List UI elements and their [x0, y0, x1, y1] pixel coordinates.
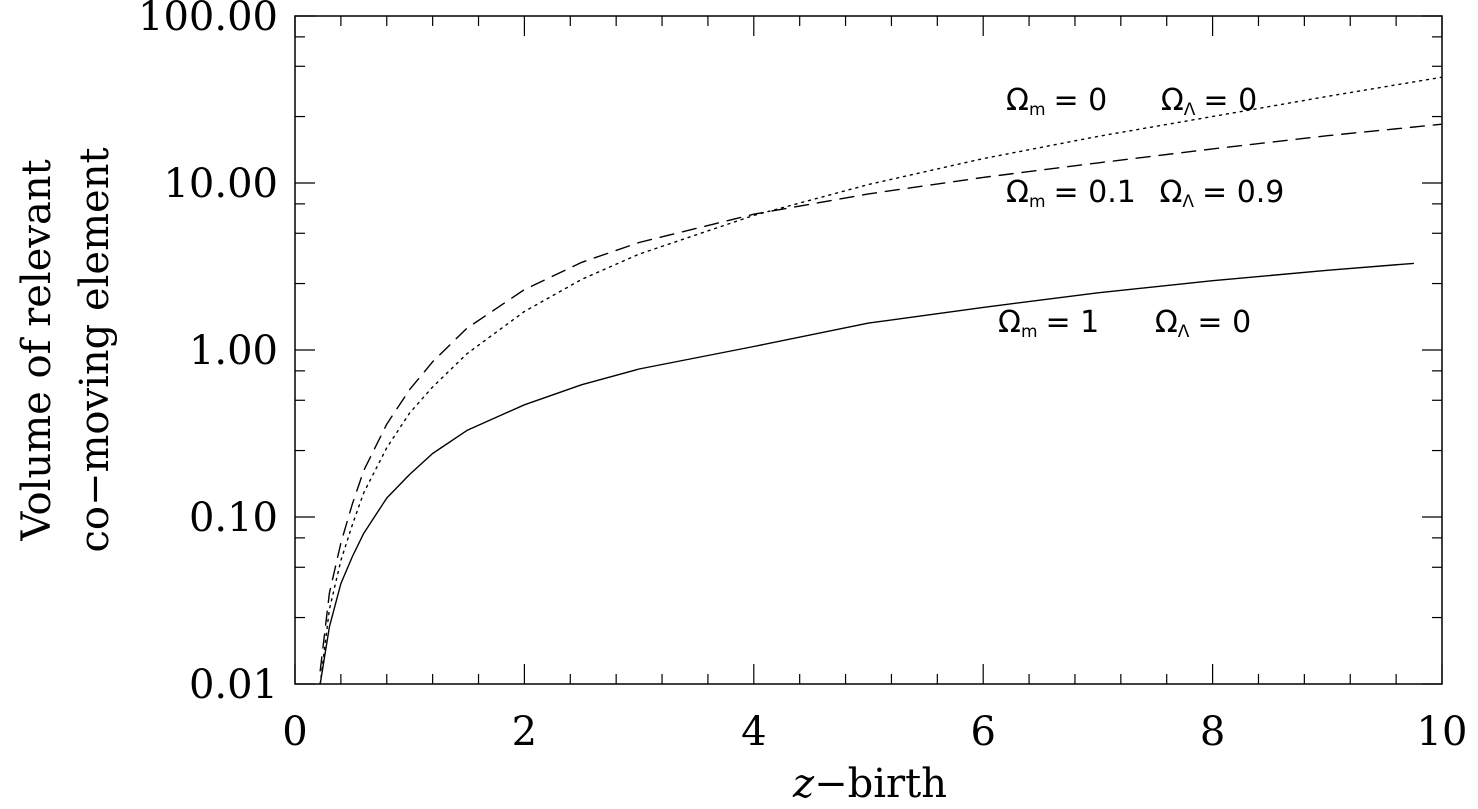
- y-axis-label-line-2: co−moving element: [72, 147, 118, 552]
- y-tick-label: 1.00: [189, 328, 278, 374]
- annotation-dashed: Ωm = 0.1 ΩΛ = 0.9: [1006, 175, 1284, 212]
- annotation-dotted: Ωm = 0 ΩΛ = 0: [1006, 83, 1257, 120]
- series-layer: [319, 76, 1443, 685]
- x-tick-label: 10: [1417, 709, 1468, 755]
- x-tick-label: 6: [970, 709, 995, 755]
- series-line-dotted: [319, 76, 1443, 685]
- x-axis-label: z−birth: [792, 761, 947, 807]
- y-tick-label: 10.00: [163, 161, 278, 207]
- x-tick-label: 4: [741, 709, 766, 755]
- y-tick-label: 100.00: [138, 0, 278, 40]
- y-tick-label: 0.10: [189, 495, 278, 541]
- annotation-solid: Ωm = 1 ΩΛ = 0: [998, 305, 1251, 342]
- y-axis-label: Volume of relevant co−moving element: [14, 147, 118, 552]
- series-line-dashed: [319, 123, 1443, 672]
- y-axis-label-line-1: Volume of relevant: [14, 159, 60, 541]
- x-tick-label: 2: [512, 709, 537, 755]
- axes: 0 2 4 6 8 10 0.01 0.10 1.00 10.00 100.00: [138, 0, 1467, 755]
- y-tick-label: 0.01: [189, 662, 278, 708]
- x-tick-label: 0: [282, 709, 307, 755]
- plot-frame: [294, 15, 1443, 685]
- x-tick-label: 8: [1200, 709, 1225, 755]
- series-line-solid: [319, 262, 1414, 685]
